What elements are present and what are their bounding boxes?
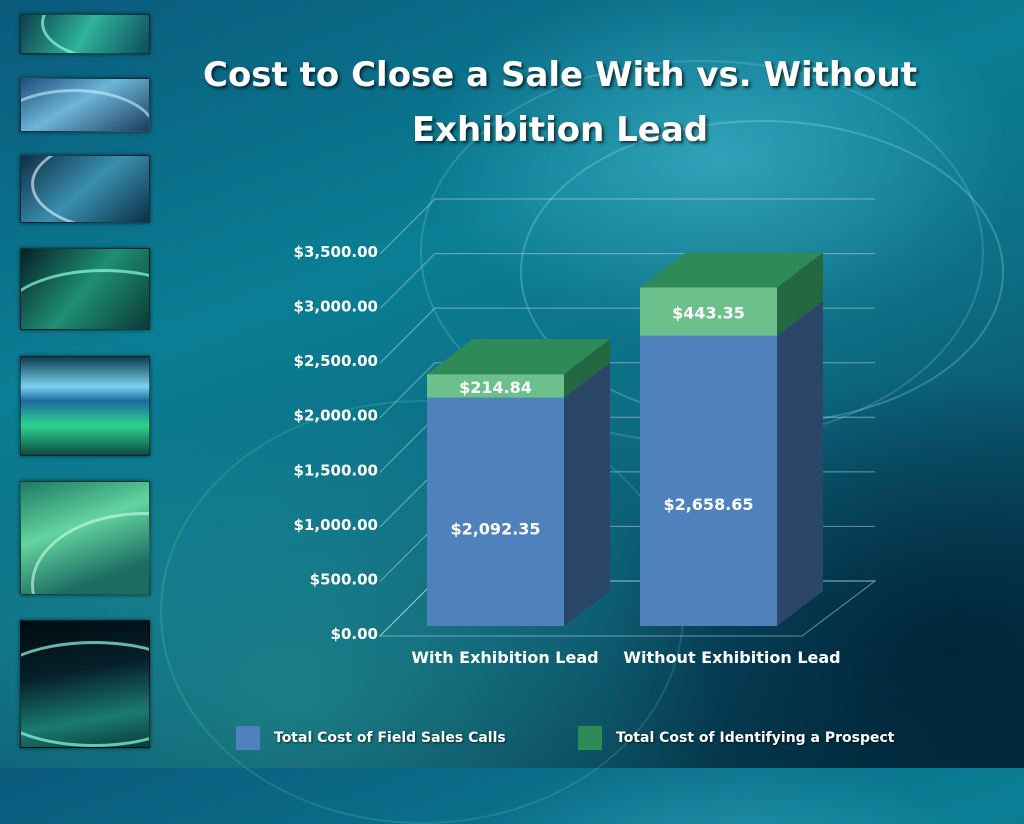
legend-item-identify-prospect: Total Cost of Identifying a Prospect [578,726,895,750]
stacked-bar-chart: $2,092.35 $214.84 $2,658.65 $443.35 $0.00 $5… [294,198,877,667]
legend: Total Cost of Field Sales Calls Total Co… [236,726,956,754]
chart-floor [378,580,877,637]
thumbnail-image [20,14,150,54]
thumbnail-image [20,620,150,748]
data-label: $2,658.65 [663,495,753,514]
y-tick-label: $1,000.00 [294,516,378,534]
y-tick-label: $3,000.00 [294,298,378,316]
y-tick-label: $1,500.00 [294,461,378,479]
gridline [379,198,875,255]
bar-segment-identify-prospect [640,252,823,336]
bar-segment-identify-prospect [427,339,610,398]
y-tick-label: $3,500.00 [294,243,378,261]
x-category-label: Without Exhibition Lead [623,648,840,667]
legend-swatch-identify-prospect [578,726,602,750]
bar-segment-field-sales [427,362,610,626]
y-tick-label: $2,000.00 [294,407,378,425]
thumbnail-image [20,78,150,132]
thumbnail-image [20,248,150,330]
y-tick-label: $0.00 [331,625,378,643]
data-label: $2,092.35 [450,520,540,539]
data-label: $214.84 [459,378,532,397]
legend-item-field-sales: Total Cost of Field Sales Calls [236,726,506,750]
data-label: $443.35 [672,304,745,323]
thumbnail-image [20,481,150,595]
legend-swatch-field-sales [236,726,260,750]
legend-label-identify-prospect: Total Cost of Identifying a Prospect [616,730,895,746]
thumbnail-image [20,356,150,456]
y-tick-label: $500.00 [310,570,378,588]
legend-label-field-sales: Total Cost of Field Sales Calls [274,730,506,746]
bar-segment-field-sales [640,300,823,626]
slide-title: Cost to Close a Sale With vs. Without Ex… [203,55,917,151]
y-tick-label: $2,500.00 [294,352,378,370]
thumbnail-image [20,155,150,223]
x-category-label: With Exhibition Lead [411,648,598,667]
